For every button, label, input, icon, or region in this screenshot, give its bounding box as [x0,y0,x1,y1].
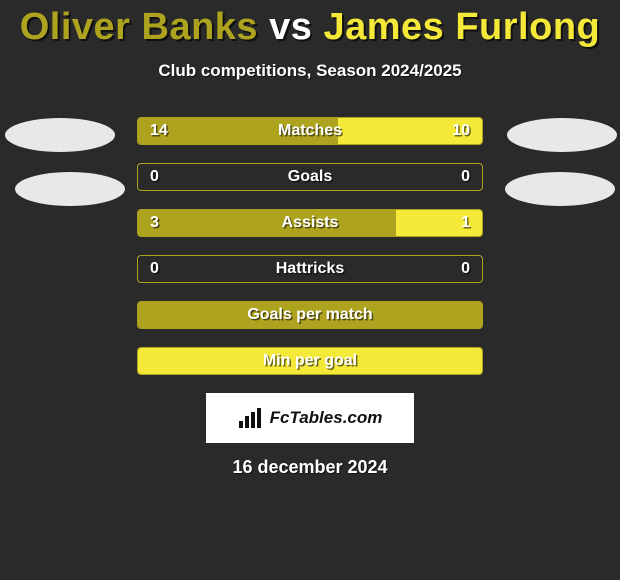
date-text: 16 december 2024 [0,457,620,478]
player1-name: Oliver Banks [20,6,258,48]
left-avatars [0,118,120,226]
right-avatars [500,118,620,226]
avatar-placeholder [15,172,125,206]
stat-label: Assists [138,210,482,236]
stat-row: Goals per match [137,301,483,329]
subtitle: Club competitions, Season 2024/2025 [0,61,620,81]
avatar-placeholder [505,172,615,206]
stat-label: Goals per match [138,302,482,328]
avatar-placeholder [507,118,617,152]
vs-text: vs [269,6,312,48]
avatar-placeholder [5,118,115,152]
stat-label: Hattricks [138,256,482,282]
stat-label: Min per goal [138,348,482,374]
comparison-title: Oliver Banks vs James Furlong [0,0,620,49]
player2-name: James Furlong [323,6,600,48]
brand-badge: FcTables.com [206,393,414,443]
stat-row: 1410Matches [137,117,483,145]
stats-container: 1410Matches 00Goals 31Assists 00Hattricks Go… [137,117,483,375]
stat-row: 31Assists [137,209,483,237]
stat-row: 00Hattricks [137,255,483,283]
stat-label: Matches [138,118,482,144]
stat-row: 00Goals [137,163,483,191]
bars-icon [238,407,264,429]
brand-text: FcTables.com [270,408,383,428]
stat-label: Goals [138,164,482,190]
stat-row: Min per goal [137,347,483,375]
